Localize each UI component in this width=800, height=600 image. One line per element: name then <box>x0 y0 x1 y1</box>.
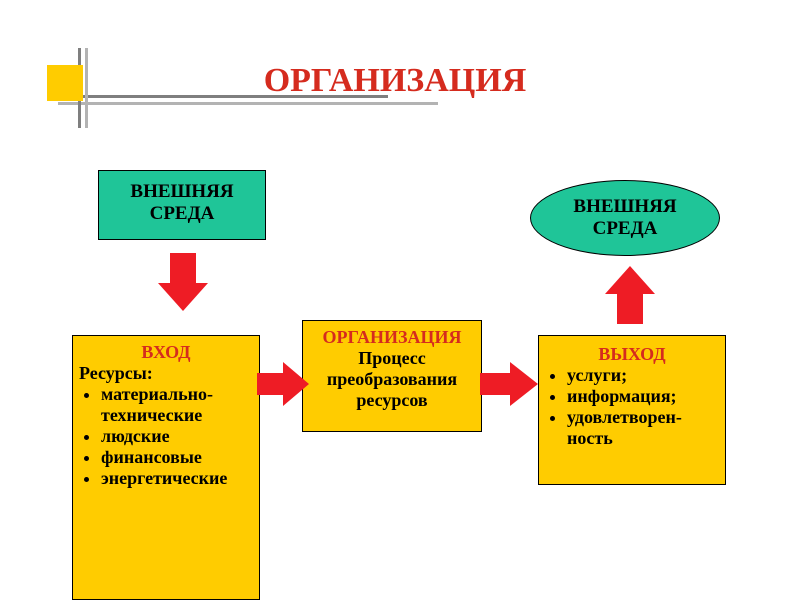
arrow-process-to-output <box>480 362 538 406</box>
arrow-input-to-process <box>257 362 309 406</box>
env-ellipse-line1: ВНЕШНЯЯ <box>573 196 676 218</box>
process-line3: ресурсов <box>309 390 475 411</box>
input-list-item: энергетические <box>101 468 253 489</box>
output-title: ВЫХОД <box>545 344 719 365</box>
process-line1: Процесс <box>309 348 475 369</box>
node-input: ВХОД Ресурсы: материально-техническиелюд… <box>72 335 260 600</box>
env-rect-line2: СРЕДА <box>105 203 259 225</box>
output-list-item: информация; <box>567 386 719 407</box>
input-list-item: материально-технические <box>101 384 253 426</box>
arrow-output-to-env <box>605 266 655 324</box>
process-title: ОРГАНИЗАЦИЯ <box>309 327 475 348</box>
output-list-item: удовлетворен-ность <box>567 407 719 449</box>
input-list-item: людские <box>101 426 253 447</box>
process-line2: преобразования <box>309 369 475 390</box>
node-external-env-ellipse: ВНЕШНЯЯ СРЕДА <box>530 180 720 256</box>
env-rect-line1: ВНЕШНЯЯ <box>105 181 259 203</box>
input-title: ВХОД <box>79 342 253 363</box>
decor-line-v2 <box>85 48 88 128</box>
decor-square <box>47 65 83 101</box>
node-process: ОРГАНИЗАЦИЯ Процесс преобразования ресур… <box>302 320 482 432</box>
input-subtitle: Ресурсы: <box>79 363 253 384</box>
env-ellipse-line2: СРЕДА <box>573 218 676 240</box>
node-output: ВЫХОД услуги;информация;удовлетворен-нос… <box>538 335 726 485</box>
output-list-item: услуги; <box>567 365 719 386</box>
decor-line-h2 <box>58 102 438 105</box>
arrow-env-to-input <box>158 253 208 311</box>
input-list: материально-техническиелюдскиефинансовые… <box>79 384 253 489</box>
node-external-env-rect: ВНЕШНЯЯ СРЕДА <box>98 170 266 240</box>
input-list-item: финансовые <box>101 447 253 468</box>
page-title: ОРГАНИЗАЦИЯ <box>205 62 585 100</box>
output-list: услуги;информация;удовлетворен-ность <box>545 365 719 449</box>
diagram-canvas: ОРГАНИЗАЦИЯ ВНЕШНЯЯ СРЕДА ВНЕШНЯЯ СРЕДА … <box>0 0 800 600</box>
